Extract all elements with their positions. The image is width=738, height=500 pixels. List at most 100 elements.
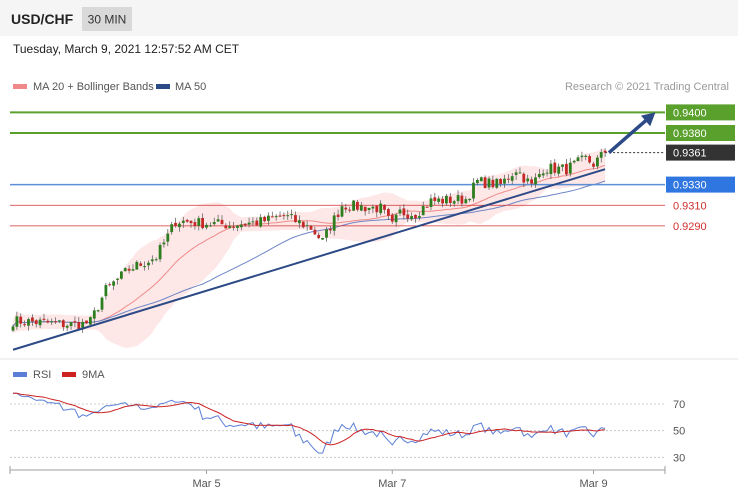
candle-body [317,234,321,239]
candle-body [247,222,251,225]
candle-body [526,178,530,182]
candle-body [421,206,425,216]
candle-body [596,157,599,167]
candle-body [147,262,150,266]
candle-body [456,195,460,202]
candle-body [139,263,143,266]
candle-body [158,245,162,260]
candle-body [483,177,487,188]
level-tag-resistance [666,125,735,141]
candle-body [73,321,77,323]
candle-body [328,228,332,231]
candle-body [479,177,483,182]
candle-body [135,261,139,270]
trend-annotations [12,112,656,351]
timeframe-badge[interactable] [82,7,132,31]
candle-body [162,242,166,245]
candle-body [170,224,174,233]
candle-body [522,173,526,183]
candle-body [414,215,417,219]
candle-body [487,178,491,188]
candle-body [267,215,270,221]
candle-body [270,216,274,218]
candle-body [541,173,545,176]
candle-body [15,316,19,327]
candle-body [309,225,313,230]
level-tag-resistance [666,104,735,121]
candle-body [549,163,553,175]
candle-body [580,155,584,158]
candle-body [298,220,301,224]
candle-body [340,206,344,217]
candle-body [390,214,394,222]
candle-body [507,178,510,180]
candle-body [599,152,603,158]
candle-body [402,208,406,216]
candle-body [363,206,367,212]
level-label-support: 0.9330 [673,180,707,192]
candle-body [239,224,243,228]
candle-body [572,160,576,163]
candle-body [116,278,119,280]
candle-body [491,179,495,188]
candle-body [205,224,208,228]
candle-body [584,155,588,157]
candle-body [530,179,533,184]
candle-body [398,209,402,214]
candle-body [251,221,255,223]
candle-body [472,182,475,199]
candle-body [23,324,26,326]
timeframe-label: 30 MIN [88,13,127,27]
level-label-resistance: 0.9380 [673,128,707,140]
credit-text: Research © 2021 Trading Central [565,81,729,93]
candle-body [274,216,278,218]
candle-body [96,310,100,312]
candle-body [557,166,561,174]
candle-body [46,320,50,323]
candle-body [89,317,92,325]
candle-body [69,322,73,326]
candle-body [224,225,228,229]
candle-body [325,229,328,238]
candle-body [553,162,557,173]
candle-body [259,217,263,227]
candle-body [220,219,224,225]
candlesticks [11,148,607,333]
timestamp: Tuesday, March 9, 2021 12:57:52 AM CET [13,42,240,56]
candle-body [65,325,69,328]
candle-body [313,229,317,235]
candle-body [189,220,193,224]
legend-swatch-ma50 [156,84,170,89]
candle-body [150,259,154,262]
candle-body [394,214,398,223]
x-tick-label: Mar 7 [378,478,406,490]
level-labels: 0.9400 0.9380 0.9361 0.9330 0.9310 0.9290 [666,104,735,233]
candle-body [425,206,429,208]
candle-body [100,297,104,310]
candle-body [448,196,452,203]
candle-body [460,195,464,204]
legend-label-ma50: MA 50 [175,81,206,93]
candle-body [514,172,518,175]
trendline [12,168,606,351]
candle-body [503,178,506,184]
level-label-target: 0.9310 [673,200,707,212]
candle-body [418,216,421,218]
candle-body [592,163,595,167]
candle-body [336,214,340,217]
x-axis: Mar 5 Mar 7 Mar 9 [9,466,666,490]
candle-body [278,215,282,217]
candle-body [576,157,580,162]
candle-body [387,209,390,216]
candle-body [410,216,413,220]
candle-body [120,271,123,279]
candle-body [534,177,537,185]
candle-body [379,203,383,214]
candle-body [77,322,81,331]
candle-body [294,215,297,223]
level-tag-current [666,144,735,161]
candle-body [81,321,85,330]
candle-body [193,222,197,226]
candle-body [468,198,472,201]
candle-body [236,225,239,228]
